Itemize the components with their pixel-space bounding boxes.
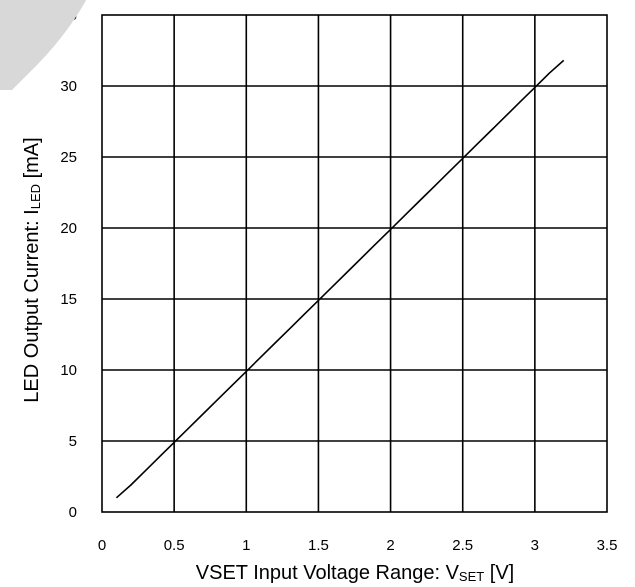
y-tick-label: 10 [60,362,77,379]
y-tick-label: 25 [60,149,77,166]
x-tick-label: 2.5 [452,537,473,554]
y-tick-label: 5 [69,433,77,450]
y-tick-label: 30 [60,78,77,95]
y-tick-label: 20 [60,220,77,237]
x-tick-labels: 0 0.5 1 1.5 2 2.5 3 3.5 [98,537,618,554]
x-tick-label: 3.5 [597,537,618,554]
series-line-0 [115,59,565,499]
plot-frame [101,14,608,513]
x-tick-label: 3 [531,537,539,554]
x-axis-title: VSET Input Voltage Range: VSET [V] [196,562,514,584]
y-axis-title: LED Output Current: ILED [mA] [21,137,43,402]
y-tick-label: 15 [60,291,77,308]
x-tick-label: 2 [386,537,394,554]
x-tick-label: 0 [98,537,106,554]
grid-lines [102,15,607,512]
y-tick-labels: 0 5 10 15 20 25 30 35 [60,7,77,521]
x-tick-label: 1.5 [308,537,329,554]
y-tick-label: 0 [69,504,77,521]
y-tick-label: 35 [60,7,77,24]
x-tick-label: 1 [242,537,250,554]
data-series [115,59,565,499]
x-tick-label: 0.5 [164,537,185,554]
